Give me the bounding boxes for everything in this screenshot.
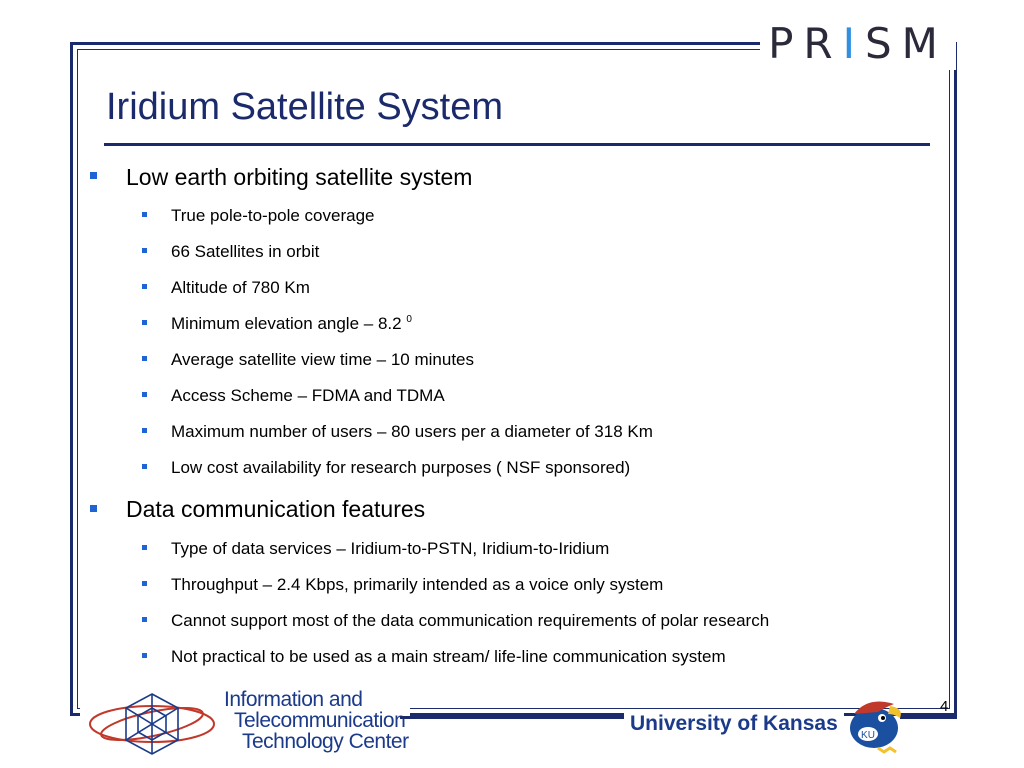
section-heading: Data communication features [126, 496, 426, 522]
list-item: Cannot support most of the data communic… [171, 611, 770, 630]
bullet-square-icon [142, 545, 147, 550]
bullet-square-icon [142, 212, 147, 217]
bullet-square-icon [142, 617, 147, 622]
prism-logo: PR I SM [760, 16, 956, 70]
slide-frame-outer [70, 42, 957, 716]
bullet-square-icon [142, 356, 147, 361]
ittc-satellite-icon [89, 693, 215, 755]
list-item: Access Scheme – FDMA and TDMA [171, 386, 445, 405]
section-heading: Low earth orbiting satellite system [126, 164, 473, 190]
bullet-square-icon [90, 505, 97, 512]
bullet-square-icon [142, 428, 147, 433]
jayhawk-mascot-icon: KU [838, 692, 908, 754]
ittc-line-1: Information and [224, 688, 363, 711]
bullet-square-icon [142, 284, 147, 289]
list-item: Altitude of 780 Km [171, 278, 310, 297]
list-item: Throughput – 2.4 Kbps, primarily intende… [171, 575, 664, 594]
page-title: Iridium Satellite System [106, 86, 504, 128]
university-name: University of Kansas [624, 712, 844, 736]
list-item-text: Minimum elevation angle – 8.2 [171, 314, 402, 333]
list-item: Low cost availability for research purpo… [171, 458, 631, 477]
list-item: Average satellite view time – 10 minutes [171, 350, 475, 369]
degree-superscript: 0 [406, 314, 412, 325]
bullet-square-icon [142, 392, 147, 397]
logo-text-end: SM [865, 18, 948, 68]
bullet-square-icon [142, 464, 147, 469]
bullet-square-icon [142, 248, 147, 253]
list-item: Not practical to be used as a main strea… [171, 647, 726, 666]
slide-frame-inner [77, 49, 950, 709]
ittc-line-3: Technology Center [242, 730, 409, 753]
title-divider [104, 143, 930, 146]
bullet-square-icon [90, 172, 97, 179]
logo-text-start: PR [768, 18, 843, 68]
list-item-elevation: Minimum elevation angle – 8.2 0 [171, 314, 412, 334]
logo-i-mark: I [842, 18, 865, 68]
page-number: 4 [940, 698, 949, 715]
list-item: Maximum number of users – 80 users per a… [171, 422, 653, 441]
list-item: True pole-to-pole coverage [171, 206, 375, 225]
footer-divider-right [900, 716, 957, 719]
bullet-square-icon [142, 653, 147, 658]
ittc-logo [80, 688, 410, 758]
list-item: 66 Satellites in orbit [171, 242, 320, 261]
bullet-square-icon [142, 320, 147, 325]
mascot-letters: KU [861, 730, 875, 741]
bullet-square-icon [142, 581, 147, 586]
ittc-line-2: Telecommunication [234, 709, 406, 732]
list-item: Type of data services – Iridium-to-PSTN,… [171, 539, 610, 558]
ittc-wordmark: Information and Telecommunication Techno… [224, 689, 409, 752]
footer-divider-left [400, 716, 626, 719]
